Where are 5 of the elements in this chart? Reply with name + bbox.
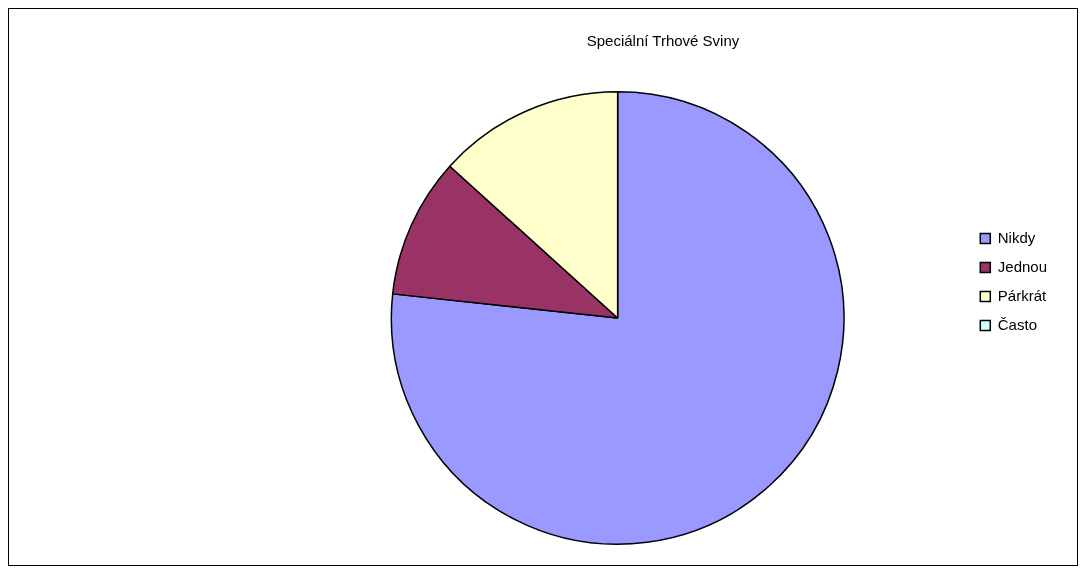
legend-label: Párkrát: [997, 286, 1047, 304]
chart-title: Speciální Trhové Sviny: [586, 32, 740, 50]
legend-label: Často: [997, 315, 1037, 333]
legend-label: Jednou: [997, 257, 1048, 275]
legend-label: Nikdy: [997, 228, 1036, 246]
